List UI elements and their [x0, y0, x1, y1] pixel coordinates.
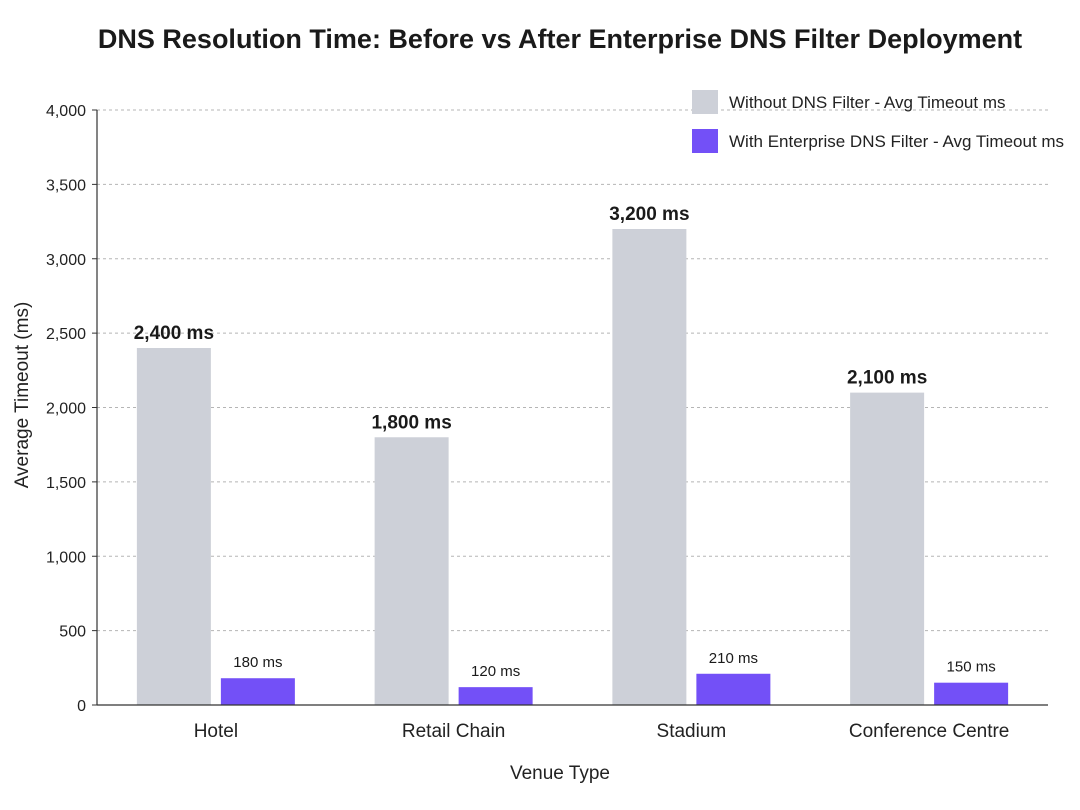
bar-with-filter: [220, 678, 295, 705]
y-tick-label: 1,500: [46, 475, 86, 492]
data-label: 150 ms: [947, 659, 996, 676]
bar-with-filter: [458, 687, 533, 705]
legend-label: With Enterprise DNS Filter - Avg Timeout…: [729, 132, 1064, 151]
bar-with-filter: [934, 682, 1009, 705]
y-tick-label: 3,000: [46, 252, 86, 269]
bar-without-filter: [136, 348, 211, 705]
data-label: 180 ms: [233, 654, 282, 671]
y-tick-label: 4,000: [46, 103, 86, 120]
data-label: 210 ms: [709, 650, 758, 667]
data-label: 2,100 ms: [847, 368, 927, 389]
data-label: 120 ms: [471, 663, 520, 680]
legend-swatch: [692, 129, 718, 153]
x-tick-label: Hotel: [194, 721, 238, 742]
y-axis: 0 500 1,000 1,500 2,000 2,500 3,000 3,500 4,000: [46, 103, 98, 715]
data-label: 1,800 ms: [371, 412, 451, 433]
bars: 2,400 ms 180 ms 1,800 ms 120 ms 3,200 ms 210 …: [134, 204, 1009, 705]
chart-title: DNS Resolution Time: Before vs After Ent…: [98, 24, 1022, 54]
legend-swatch: [692, 90, 718, 114]
bar-without-filter: [850, 392, 925, 705]
data-label: 3,200 ms: [609, 204, 689, 225]
x-axis: Hotel Retail Chain Stadium Conference Centr…: [97, 704, 1048, 742]
x-tick-label: Stadium: [657, 721, 727, 742]
y-tick-label: 0: [77, 698, 86, 715]
y-tick-label: 3,500: [46, 177, 86, 194]
x-axis-label: Venue Type: [510, 763, 610, 784]
data-label: 2,400 ms: [134, 323, 214, 344]
y-axis-label: Average Timeout (ms): [12, 302, 33, 489]
grid: [97, 109, 1048, 632]
x-tick-label: Retail Chain: [402, 721, 506, 742]
x-tick-label: Conference Centre: [849, 721, 1010, 742]
legend-label: Without DNS Filter - Avg Timeout ms: [729, 93, 1005, 112]
legend: Without DNS Filter - Avg Timeout ms With …: [692, 90, 1064, 153]
y-tick-label: 500: [59, 624, 86, 641]
y-tick-label: 2,000: [46, 401, 86, 418]
y-tick-label: 1,000: [46, 549, 86, 566]
bar-without-filter: [374, 437, 449, 705]
y-tick-label: 2,500: [46, 326, 86, 343]
bar-with-filter: [696, 673, 771, 705]
bar-without-filter: [612, 229, 687, 705]
